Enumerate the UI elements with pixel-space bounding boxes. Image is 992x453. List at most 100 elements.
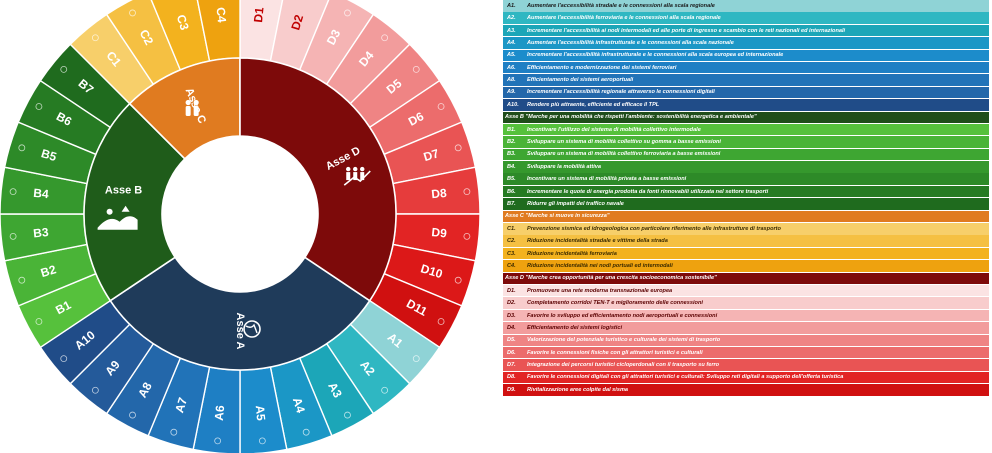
objective-text: Rivitalizzazione aree colpite dal sisma [527,386,629,393]
objective-code: C4. [507,262,516,269]
segment-label: D7 [422,146,441,164]
objective-row: A3. Incrementare l'accessibilità ai nodi … [503,24,989,37]
objective-text: Favorire lo sviluppo ed efficientamento … [527,312,718,319]
objective-text: Incrementare l'accessibilità regionale a… [527,89,715,96]
objective-text: Incentivare l'utilizzo del sistema di mo… [527,126,701,133]
objective-code: D5. [507,337,516,344]
growth-chart-icon [343,166,371,186]
objective-code: D1. [507,287,516,294]
objective-text: Completamento corridoi TEN-T e miglioram… [527,300,703,307]
objective-code: B1. [507,126,516,133]
objective-row: C2. Riduzione incidentalità stradale e vi… [503,235,989,247]
objective-code: D7. [507,362,516,369]
segment-label: B4 [33,186,50,201]
objective-text: Incrementare l'accessibilità ai nodi int… [527,27,846,34]
objective-row: C3. Riduzione incidentalità ferroviaria [503,247,989,260]
segment-label: A3 [325,380,345,400]
transport-icon [9,188,17,196]
objective-code: A6. [507,64,516,71]
transport-icon [129,411,136,419]
segment-label: C2 [137,27,157,47]
segment-label: B5 [39,146,58,164]
segment-label: D9 [431,225,448,240]
objective-code: B7. [507,201,516,207]
objective-row: B3. Sviluppare un sistema di mobilità col… [503,148,989,161]
transport-icon [412,65,420,73]
objective-code: D9. [507,386,516,393]
segment-label: D6 [406,109,426,129]
objective-row: D2. Completamento corridoi TEN-T e miglio… [503,297,989,309]
segment-label: A7 [172,395,190,414]
objective-row: C4. Riduzione incidentalità nei nodi port… [503,260,989,272]
objective-code: B2. [507,139,516,146]
axis-d: Asse D [239,57,397,302]
objective-text: Promuovere una rete moderna transnaziona… [527,287,673,294]
transport-icon [344,411,351,419]
transport-icon [454,276,462,284]
objective-row: A8. Efficientamento dei sistemi aeroportu… [503,74,989,86]
objective-row: D1. Promuovere una rete moderna transnazi… [503,284,989,297]
objective-code: D3. [507,312,516,319]
transport-icon [381,34,389,42]
objective-code: A5. [507,52,516,59]
objective-row: A5. Incrementare l'accessibilità infrastr… [503,49,989,62]
objective-row: D9. Rivitalizzazione aree colpite dal sis… [503,384,989,396]
objective-text: Riduzione incidentalità ferroviaria [527,250,617,257]
wheel-center-hole [162,136,318,292]
globe-icon [243,320,261,338]
transport-icon [18,144,26,152]
objective-code: C3. [507,250,516,257]
segment-label: C4 [214,7,229,24]
axis-header-text: Asse D "Marche crea opportunità per una … [505,275,717,282]
objective-row: B4. Sviluppare la mobilità attiva [503,161,989,173]
objective-row: A10. Rendere più attraente, efficiente ed… [503,99,989,111]
objective-code: C1. [507,225,516,232]
objective-row: D4. Efficientamento dei sistemi logistici [503,322,989,334]
transport-icon [454,144,462,152]
segment-label: D2 [288,13,306,32]
objective-row: A4. Aumentare l'accessibilità infrastrutt… [503,37,989,49]
objective-text: Aumentare l'accessibilità infrastruttura… [527,39,734,46]
transport-icon [214,437,222,445]
segment-label: B6 [54,109,74,129]
transport-icon [437,103,445,110]
objective-text: Prevenzione sismica ed idrogeologica con… [527,225,781,232]
objective-row: C1. Prevenzione sismica ed idrogeologica … [503,223,989,235]
segment-label: B1 [53,298,73,318]
segment-a4: A4 [269,357,333,451]
objective-row: D5. Valorizzazione del potenziale turisti… [503,334,989,347]
objective-text: Efficientamento dei sistemi aeroportuali [527,77,634,84]
transport-icon [18,276,26,284]
objective-text: Sviluppare la mobilità attiva [527,163,601,170]
objective-row: D7. Integrazione dei percorsi turistici c… [503,359,989,371]
segment-label: A6 [212,404,227,421]
objective-row: B6. Incrementare le quote di energia prod… [503,185,989,198]
objective-text: Aumentare l'accessibilità stradale e le … [527,2,715,9]
transport-icon [60,355,68,363]
objective-text: Valorizzazione del potenziale turistico … [527,337,721,344]
objective-text: Efficientamento dei sistemi logistici [527,324,623,331]
objective-text: Incrementare l'accessibilità infrastrutt… [527,52,784,59]
objective-row: A2. Aumentare l'accessibilità ferroviaria… [503,12,989,24]
objective-row: D8. Favorire le connessioni digitali con … [503,371,989,384]
axis-label: Asse B [105,184,142,196]
transport-icon [170,428,178,436]
people-icon [185,99,199,117]
transport-icon [60,65,68,73]
transport-icon [412,355,420,363]
transport-icon [344,9,351,17]
objective-code: B6. [507,188,516,195]
axis-header-row: Asse D "Marche crea opportunità per una … [503,272,989,285]
segment-label: A8 [135,380,155,400]
segment-label: B3 [33,225,50,240]
objective-row: A6. Efficientamento e modernizzazione dei… [503,61,989,74]
objective-row: B7. Ridurre gli impatti del traffico nava… [503,198,989,210]
transport-icon [35,318,43,325]
objective-row: B2. Sviluppare un sistema di mobilità col… [503,136,989,148]
objective-code: A9. [507,89,516,96]
transport-icon [9,232,17,240]
objective-code: B3. [507,151,516,158]
objective-row: D6. Favorire le connessioni fisiche con g… [503,346,989,359]
transport-icon [302,428,310,436]
objective-text: Sviluppare un sistema di mobilità collet… [527,139,721,146]
